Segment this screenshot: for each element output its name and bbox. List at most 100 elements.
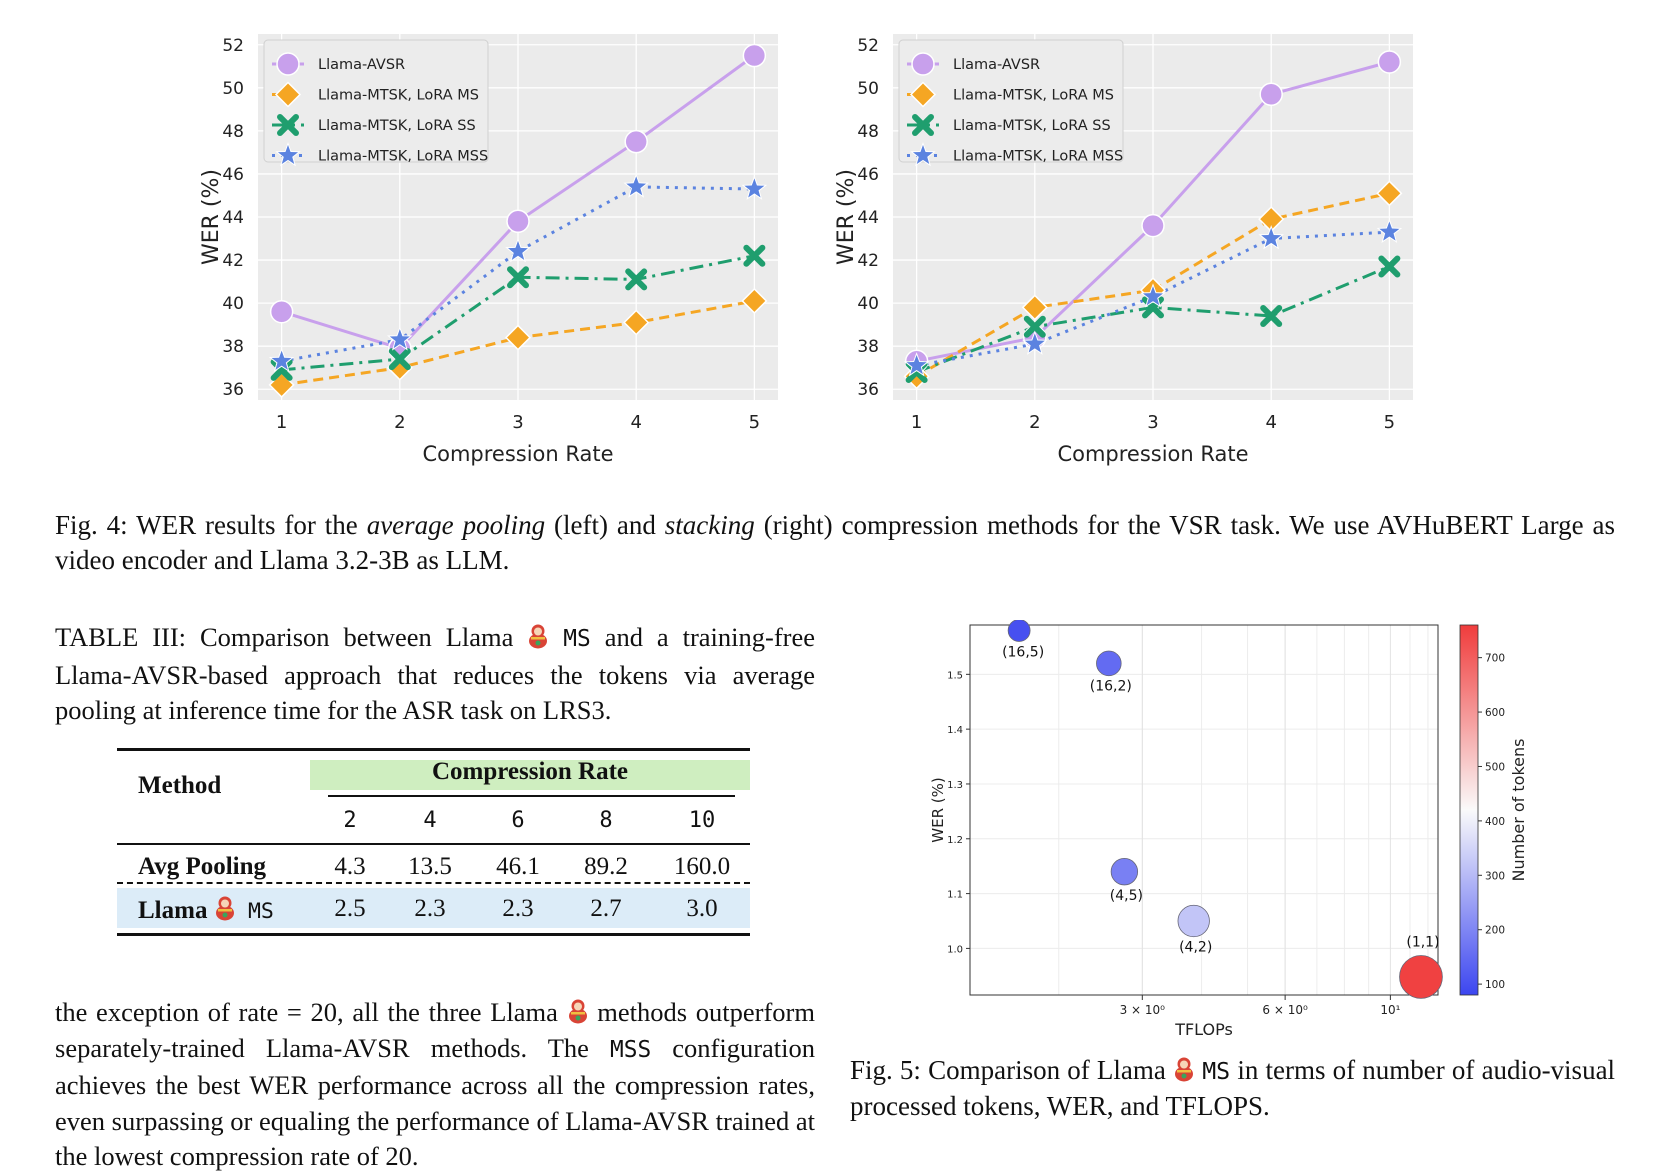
fig4-right-legend-label: Llama-MTSK, LoRA SS [953, 118, 1111, 134]
matryoshka-doll-icon [215, 896, 234, 921]
fig4-left-legend-x-marker [277, 114, 299, 136]
table-cell: 2.7 [590, 895, 622, 922]
table3-caption: TABLE III: Comparison between Llama MS a… [55, 620, 815, 729]
fig4-left-star-marker [268, 347, 295, 373]
fig4-left-x-marker [625, 268, 648, 291]
fig4-left-diamond-marker [741, 287, 768, 315]
fig4-right-star-marker [1140, 283, 1166, 308]
fig4-right-legend-label: Llama-AVSR [953, 57, 1040, 73]
fig4-left-xlabel: Compression Rate [422, 442, 613, 466]
fig4-left-ytick-label: 46 [222, 165, 244, 185]
fig4-left-circle-marker [742, 43, 767, 68]
fig4-right-ytick-label: 46 [857, 165, 879, 185]
table-dashed-rule [117, 882, 750, 884]
table-cell: 2.5 [334, 895, 366, 922]
fig4-right-ytick-label: 36 [857, 380, 879, 400]
fig4-left-ytick-label: 36 [222, 380, 244, 400]
fig4-right-ytick-label: 42 [857, 251, 879, 271]
table-row-llama-ms-suffix: MS [247, 899, 274, 924]
fig4-left-legend-label: Llama-MTSK, LoRA MSS [318, 149, 488, 165]
fig4-right-xtick-label: 2 [1029, 412, 1040, 433]
fig4-left-legend-circle-marker [276, 52, 300, 76]
table3-caption-ms: MS [563, 626, 591, 652]
fig4-left-ylabel: WER (%) [199, 169, 224, 265]
fig4-right-legend-box [898, 39, 1124, 163]
marker-x-stroke [1023, 315, 1046, 338]
fig4-right-xlabel: Compression Rate [1057, 442, 1248, 466]
fig5-caption-text: Fig. 5: Comparison of Llama [850, 1055, 1166, 1085]
table-rate-2: 2 [343, 808, 357, 833]
table-cell: 3.0 [686, 895, 718, 922]
table-rate-6: 6 [511, 808, 525, 833]
fig4-left-x-marker [507, 266, 529, 289]
fig4-right-legend-x-marker [912, 114, 934, 136]
fig5-colorbar-tick-label: 400 [1485, 816, 1505, 828]
fig4-left-ytick-label: 44 [222, 208, 244, 228]
fig4-right-x-marker [1260, 305, 1283, 328]
table-cell: 2.3 [502, 895, 534, 922]
body-text-mss: MSS [610, 1036, 652, 1063]
fig4-right-ytick-label: 44 [857, 208, 879, 228]
fig4-left-ytick-label: 42 [222, 251, 244, 271]
fig5-colorbar-tick-label: 600 [1485, 707, 1505, 719]
fig4-left-x-marker [388, 348, 411, 371]
fig5-caption-ms: MS [1202, 1058, 1231, 1085]
matryoshka-doll-icon [1175, 1057, 1194, 1082]
fig5-colorbar-label: Number of tokens [1509, 739, 1528, 882]
fig4-right-x-marker [1023, 315, 1046, 338]
marker-x-stroke [912, 114, 934, 136]
fig4-right-star-marker [1258, 225, 1284, 250]
fig4-left-ytick-label: 40 [222, 294, 244, 314]
table-group-header: Compression Rate [431, 758, 629, 785]
fig5-ylabel: WER (%) [929, 777, 947, 842]
fig4-left-xtick-label: 1 [276, 412, 287, 433]
table-group-rule [328, 795, 735, 797]
fig4-left-series-line [281, 185, 755, 363]
table-method-header: Method [138, 772, 222, 799]
matryoshka-doll-icon [568, 999, 587, 1024]
fig5-point-label: (16,5) [1002, 644, 1044, 660]
fig4-right-star-marker [1376, 218, 1403, 243]
fig4-right-legend-star-marker [910, 142, 936, 167]
fig4-left-diamond-marker [623, 309, 650, 336]
fig4-left-xtick-label: 4 [630, 412, 641, 433]
fig5-xlabel: TFLOPs [1174, 1020, 1233, 1039]
marker-x-stroke [388, 348, 411, 371]
fig4-caption-italic-pooling: average pooling [366, 510, 546, 540]
fig4-left-circle-marker [506, 209, 530, 234]
fig5-colorbar-tick-label: 700 [1485, 653, 1505, 665]
table-top-rule [117, 748, 750, 751]
fig4-right-circle-marker [1259, 82, 1283, 107]
marker-x-stroke [625, 268, 648, 291]
fig4-left-diamond-marker [504, 324, 532, 351]
fig5-caption-text: in terms of number of audio-visual proce… [850, 1055, 1616, 1121]
table-cell: 2.3 [414, 895, 446, 922]
table-row-llama-label: Llama [138, 897, 208, 924]
table3-caption-text: TABLE III: Comparison between Llama [55, 622, 514, 652]
fig4-right-legend-label: Llama-MTSK, LoRA MSS [953, 149, 1123, 165]
fig4-right-ytick-label: 40 [857, 294, 879, 314]
fig5-ytick-label: 1.1 [947, 890, 963, 901]
body-text: methods outperform separately-trained Ll… [55, 997, 815, 1063]
fig4-left-legend-label: Llama-MTSK, LoRA SS [318, 118, 476, 134]
fig4-right-ytick-label: 38 [857, 337, 879, 357]
fig5-ytick-label: 1.5 [947, 670, 963, 681]
fig4-right-diamond-marker [1021, 294, 1048, 321]
table-rate-8: 8 [599, 808, 613, 833]
fig4-left-xtick-label: 2 [394, 412, 405, 433]
table-bottom-rule [117, 933, 750, 936]
fig4-left-chart: 36 38 40 42 44 46 48 50 52 1 2 3 4 5 Compression Rate W… [199, 34, 778, 466]
marker-x-stroke [507, 266, 529, 289]
fig5-ytick-label: 1.3 [947, 780, 963, 791]
fig5-plot-frame [969, 624, 1439, 996]
fig4-left-ytick-label: 48 [222, 122, 244, 142]
fig4-caption-text: (right) compression methods for the VSR … [55, 510, 1616, 575]
fig4-right-diamond-marker [1376, 180, 1403, 207]
fig4-right-xtick-label: 3 [1147, 412, 1158, 433]
fig4-right-legend: Llama-AVSR Llama-MTSK, LoRA MS Llama-MTSK,… [898, 39, 1124, 167]
marker-x-stroke [277, 114, 299, 136]
fig5-colorbar-tick-label: 200 [1485, 925, 1505, 937]
fig5-ytick-label: 1.2 [947, 835, 963, 846]
fig5-scatter-point [1177, 904, 1210, 938]
fig4-right-series-line [916, 265, 1390, 374]
